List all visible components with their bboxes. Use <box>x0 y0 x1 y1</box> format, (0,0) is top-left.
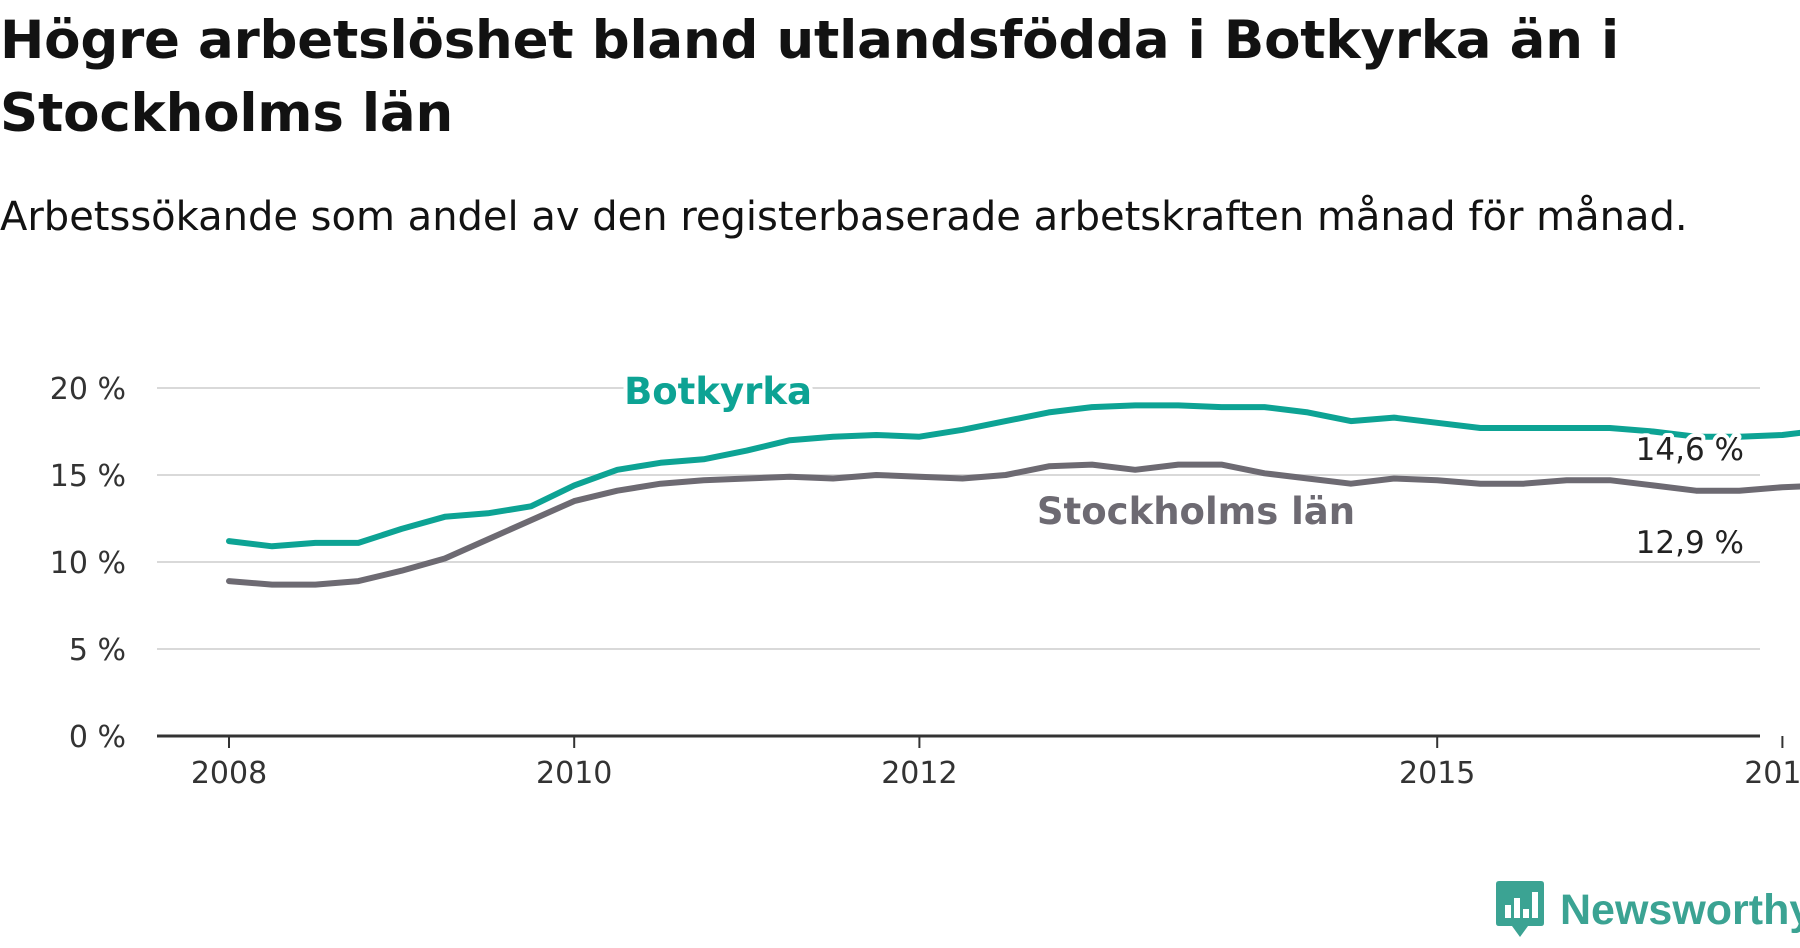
x-tick-label: 2008 <box>191 756 267 791</box>
y-tick-label: 5 % <box>69 633 126 668</box>
y-tick-label: 15 % <box>50 459 126 494</box>
brand-name: Newsworthy <box>1560 885 1800 934</box>
x-tick-label: 2012 <box>881 756 957 791</box>
x-tick-label: 2017 <box>1744 756 1800 791</box>
y-tick-label: 20 % <box>50 372 126 407</box>
end-label-botkyrka-halo: 14,6 % <box>1636 432 1744 468</box>
x-axis: 20082010201220152017202020222024 <box>157 734 1800 791</box>
end-label-stockholm: 12,9 % <box>1636 525 1744 561</box>
end-label-stockholm-halo: 12,9 % <box>1636 525 1744 561</box>
end-label-botkyrka: 14,6 % <box>1636 432 1744 468</box>
series-label-botkyrka-halo: Botkyrka <box>624 370 812 413</box>
y-tick-label: 0 % <box>69 720 126 755</box>
y-axis-ticks: 0 % 5 % 10 % 15 % 20 % <box>50 372 126 755</box>
brand-logo: Newsworthy <box>1494 880 1800 940</box>
chart-subtitle: Arbetssökande som andel av den registerb… <box>0 194 1688 240</box>
series-label-stockholm-halo: Stockholms län <box>1037 490 1355 533</box>
series-label-botkyrka: Botkyrka <box>624 370 812 413</box>
x-tick-label: 2015 <box>1399 756 1475 791</box>
y-tick-label: 10 % <box>50 546 126 581</box>
chart-title: Högre arbetslöshet bland utlandsfödda i … <box>0 10 1619 144</box>
x-tick-label: 2010 <box>536 756 612 791</box>
newsworthy-logo-icon <box>1496 881 1544 937</box>
series-line-stockholm <box>226 461 1800 588</box>
series-label-stockholm: Stockholms län <box>1037 490 1355 533</box>
series-lines <box>226 402 1800 588</box>
series-line-botkyrka <box>226 402 1800 550</box>
